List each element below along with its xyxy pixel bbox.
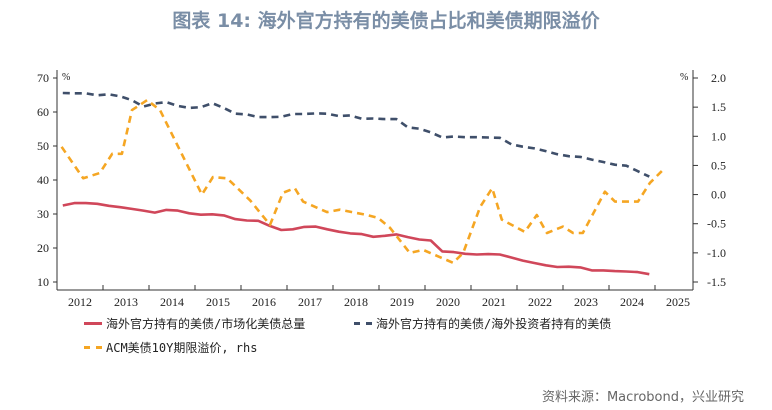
series-line-1 (62, 91, 650, 178)
right-tick-label: 1.0 (711, 129, 726, 143)
legend-swatch-dashed (354, 322, 372, 325)
right-tick-label: -1.5 (707, 275, 726, 289)
left-tick-label: 40 (37, 173, 49, 187)
x-tick-label: 2013 (114, 295, 138, 309)
x-tick-label: 2012 (68, 295, 92, 309)
left-tick-label: 50 (37, 139, 49, 153)
x-tick-label: 2025 (666, 295, 690, 309)
right-tick-label: 0.0 (711, 188, 726, 202)
right-tick-label: -0.5 (707, 217, 726, 231)
series-line-0 (62, 201, 650, 276)
legend-item-red: 海外官方持有的美债/市场化美债总量 (84, 315, 305, 332)
source-note: 资料来源：Macrobond，兴业研究 (541, 390, 744, 405)
chart-title: 图表 14: 海外官方持有的美债占比和美债期限溢价 (172, 10, 600, 32)
x-tick-label: 2023 (574, 295, 598, 309)
x-tick-label: 2020 (436, 295, 460, 309)
left-tick-label: 70 (37, 71, 49, 85)
right-axis-unit: % (680, 72, 688, 83)
legend-item-blue: 海外官方持有的美债/海外投资者持有的美债 (354, 315, 611, 332)
left-tick-label: 20 (37, 241, 49, 255)
x-tick-label: 2016 (252, 295, 276, 309)
left-tick-label: 60 (37, 105, 49, 119)
left-axis-unit: % (62, 72, 70, 83)
x-tick-label: 2017 (298, 295, 322, 309)
legend-label: 海外官方持有的美债/海外投资者持有的美债 (376, 317, 612, 331)
legend-item-orange: ACM美债10Y期限溢价, rhs (84, 339, 257, 356)
x-tick-label: 2015 (206, 295, 230, 309)
left-tick-label: 30 (37, 207, 49, 221)
right-tick-label: 0.5 (711, 158, 726, 172)
legend-label: 海外官方持有的美债/市场化美债总量 (106, 317, 306, 331)
x-tick-label: 2022 (528, 295, 552, 309)
left-tick-label: 10 (37, 275, 49, 289)
right-tick-label: 2.0 (711, 71, 726, 85)
x-tick-label: 2019 (390, 295, 414, 309)
x-tick-label: 2018 (344, 295, 368, 309)
series-line-2 (60, 98, 664, 265)
legend-label: ACM美债10Y期限溢价, rhs (106, 341, 258, 355)
right-tick-label: -1.0 (707, 246, 726, 260)
x-tick-label: 2024 (620, 295, 644, 309)
right-tick-label: 1.5 (711, 100, 726, 114)
x-tick-label: 2014 (160, 295, 184, 309)
legend-swatch-dashed (84, 346, 102, 349)
legend-swatch-solid (84, 322, 102, 325)
x-tick-label: 2021 (482, 295, 506, 309)
